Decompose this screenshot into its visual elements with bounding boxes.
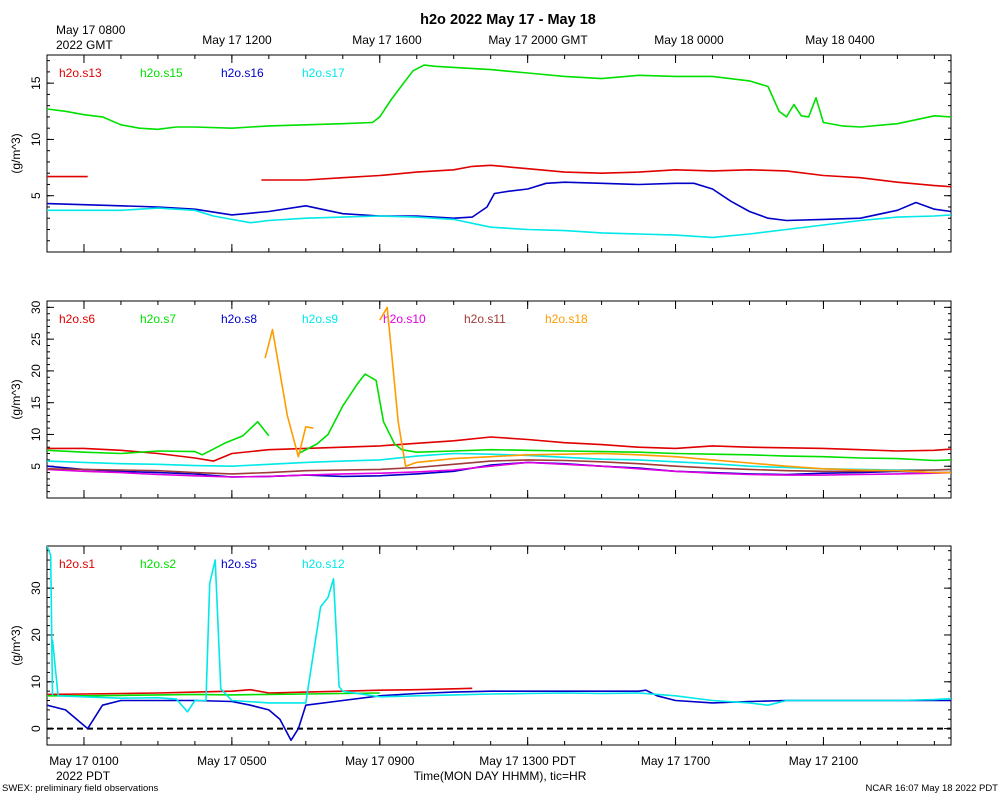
- legend-h2o-s8: h2o.s8: [221, 312, 257, 326]
- top-x-tick-label: May 18 0400: [805, 33, 875, 47]
- legend-h2o-s15: h2o.s15: [140, 66, 183, 80]
- series-line-h2o-s5: [47, 689, 951, 742]
- x-tick-label: May 17 2100: [789, 754, 859, 768]
- series-line-h2o-s11: [47, 459, 951, 475]
- y-tick-label: 0: [29, 725, 43, 732]
- legend-h2o-s18: h2o.s18: [545, 312, 588, 326]
- series-line-h2o-s1: [47, 687, 473, 696]
- bottom-axis-start-label: 2022 PDT: [56, 769, 111, 783]
- series-line-h2o-s7: [298, 373, 951, 462]
- y-tick-label: 15: [29, 76, 43, 90]
- legend-h2o-s1: h2o.s1: [59, 557, 95, 571]
- legend-h2o-s17: h2o.s17: [302, 66, 345, 80]
- x-tick-label: May 17 0100: [49, 754, 119, 768]
- series-line-h2o-s10: [47, 461, 951, 478]
- legend-h2o-s13: h2o.s13: [59, 66, 102, 80]
- x-tick-label: May 17 1700: [641, 754, 711, 768]
- legend-h2o-s11: h2o.s11: [464, 312, 506, 326]
- legend-h2o-s10: h2o.s10: [383, 312, 426, 326]
- series-line-h2o-s15: [47, 64, 951, 131]
- y-axis-label: (g/m^3): [9, 133, 23, 173]
- series-line-h2o-s6: [47, 436, 951, 462]
- y-tick-label: 30: [29, 300, 43, 314]
- y-tick-label: 15: [29, 396, 43, 410]
- y-tick-label: 10: [29, 675, 43, 689]
- series-line-h2o-s7: [47, 420, 270, 456]
- y-tick-label: 5: [29, 192, 43, 199]
- legend-h2o-s7: h2o.s7: [140, 312, 176, 326]
- x-tick-label: May 17 0500: [197, 754, 267, 768]
- series-line-h2o-s12: [47, 546, 54, 696]
- chart-title: h2o 2022 May 17 - May 18: [420, 12, 596, 28]
- series-line-h2o-s16: [47, 181, 951, 222]
- legend-h2o-s12: h2o.s12: [302, 557, 345, 571]
- panel-bottom: 0 10 20 30 (g/m^3) h2o.s1 h2o.s2 h2o.s5 h2o.s12 M…: [9, 545, 952, 768]
- top-x-tick-label: May 17 2000 GMT: [488, 33, 588, 47]
- y-tick-label: 10: [29, 132, 43, 146]
- y-tick-label: 20: [29, 364, 43, 378]
- legend-h2o-s16: h2o.s16: [221, 66, 264, 80]
- panel-frame-middle: [46, 300, 952, 499]
- y-tick-label: 25: [29, 332, 43, 346]
- y-axis-label: (g/m^3): [9, 379, 23, 419]
- y-tick-label: 20: [29, 628, 43, 642]
- y-axis-label: (g/m^3): [9, 625, 23, 665]
- y-tick-label: 5: [29, 463, 43, 470]
- legend-h2o-s2: h2o.s2: [140, 557, 176, 571]
- top-axis-start-label-line1: May 17 0800: [56, 23, 126, 37]
- series-line-h2o-s13: [261, 164, 951, 188]
- top-x-tick-label: May 17 1600: [352, 33, 422, 47]
- series-line-h2o-s12: [51, 559, 951, 713]
- series-line-h2o-s17: [47, 207, 951, 239]
- panel-frame-top: [46, 54, 952, 253]
- x-axis-label: Time(MON DAY HHMM), tic=HR: [414, 769, 587, 783]
- series-line-h2o-s2: [47, 692, 380, 697]
- y-tick-label: 30: [29, 581, 43, 595]
- top-axis-start-label-line2: 2022 GMT: [56, 38, 113, 52]
- series-line-h2o-s18: [379, 306, 951, 474]
- panel-frame-bottom: [46, 545, 952, 746]
- y-tick-label: 10: [29, 427, 43, 441]
- panel-middle: 5 10 15 20 25 30 (g/m^3) h2o.s6 h2o.s7 h2o.s8 h2o.…: [9, 300, 952, 499]
- top-x-tick-label: May 18 0000: [654, 33, 724, 47]
- footer-right: NCAR 16:07 May 18 2022 PDT: [865, 783, 998, 794]
- legend-h2o-s6: h2o.s6: [59, 312, 95, 326]
- top-x-tick-label: May 17 1200: [202, 33, 272, 47]
- panel-top: 5 10 15 (g/m^3) h2o.s13 h2o.s15 h2o.s16 h2o.s17: [9, 54, 952, 253]
- series-line-h2o-s18: [264, 328, 314, 458]
- x-tick-label: May 17 1300 PDT: [479, 754, 576, 768]
- legend-h2o-s9: h2o.s9: [302, 312, 338, 326]
- x-tick-label: May 17 0900: [345, 754, 415, 768]
- legend-h2o-s5: h2o.s5: [221, 557, 257, 571]
- footer-left: SWEX: preliminary field observations: [2, 783, 159, 794]
